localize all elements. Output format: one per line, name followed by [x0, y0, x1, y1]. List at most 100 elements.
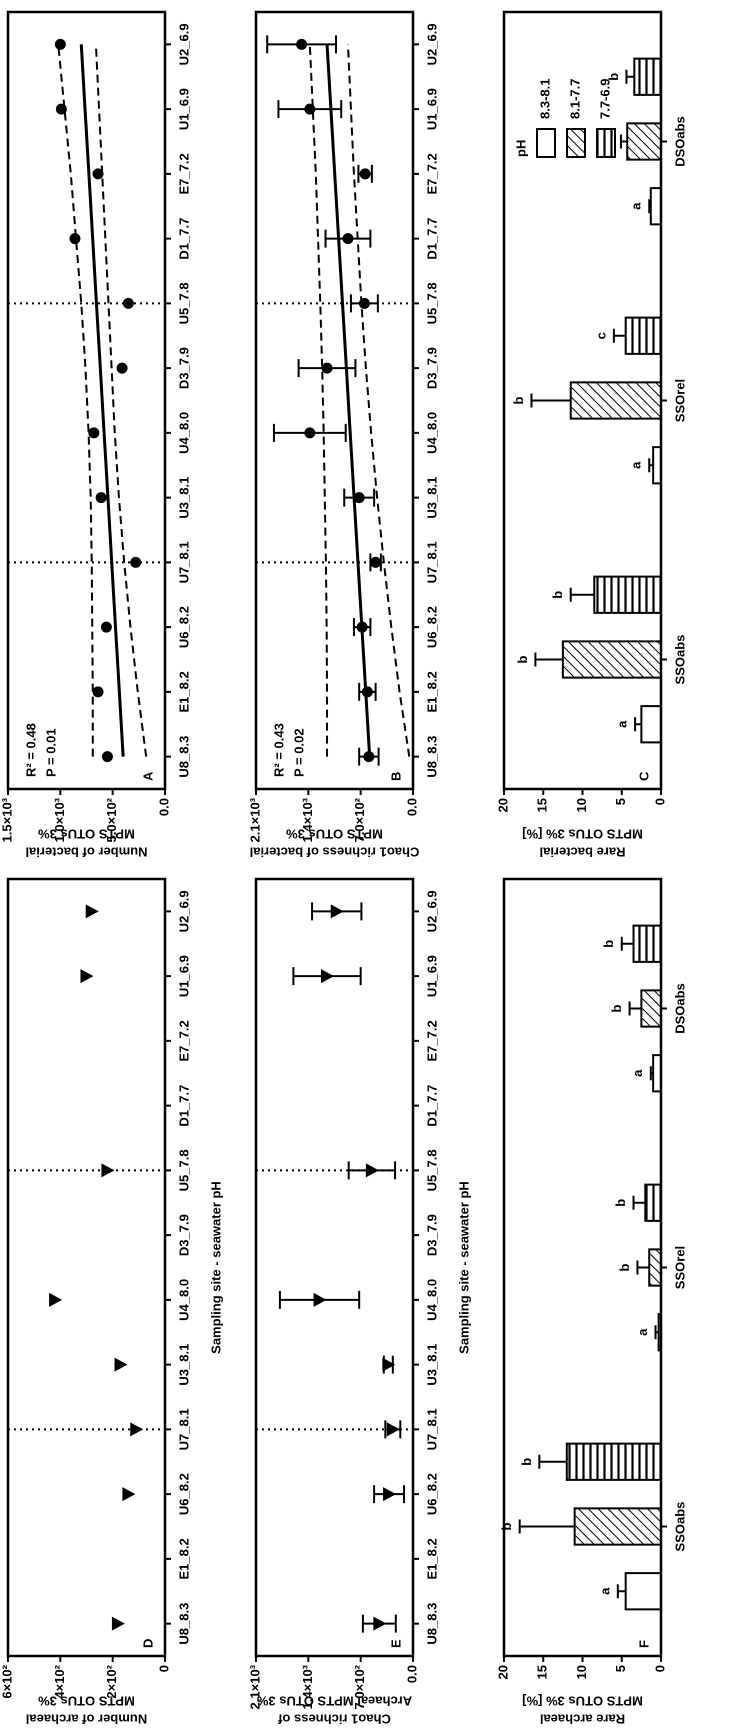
y-tick-label: 1.4×10³ [300, 797, 315, 842]
y-axis-title: MPTS OTUs 3% [38, 827, 135, 842]
x-tick-label: U2_6.9 [424, 23, 439, 65]
x-tick-label: U5_7.8 [424, 1149, 439, 1191]
bar [648, 1248, 663, 1287]
bar [633, 57, 662, 96]
point [365, 1163, 379, 1178]
x-tick-label: E1_8.2 [176, 671, 191, 712]
x-tick-label: D1_7.7 [424, 218, 439, 260]
point [101, 1163, 115, 1178]
y-tick-label: 15 [535, 798, 550, 812]
x-tick-label: U1_6.9 [176, 955, 191, 997]
point [95, 492, 107, 504]
x-tick-label: U1_6.9 [424, 955, 439, 997]
x-tick-label: U7_8.1 [176, 1408, 191, 1450]
significance-letter: c [593, 332, 608, 339]
bar [569, 381, 662, 420]
x-tick-label: SSOabs [672, 635, 687, 685]
x-axis-title: Sampling site - seawater pH [456, 1181, 471, 1354]
significance-letter: b [601, 940, 616, 948]
point [69, 233, 81, 245]
panel-label: B [388, 772, 403, 781]
bar [624, 316, 663, 355]
x-tick-label: D1_7.7 [176, 218, 191, 260]
y-axis-title: Number of archaeal [26, 1712, 147, 1727]
y-tick-label: 15 [535, 1665, 550, 1679]
x-tick-label: U3_8.1 [176, 1344, 191, 1386]
y-tick-label: 20 [495, 1665, 510, 1679]
x-axis-title: Sampling site - seawater pH [208, 1181, 223, 1354]
x-tick-label: E7_7.2 [176, 1020, 191, 1061]
bar [644, 1183, 663, 1222]
plot-frame [254, 877, 415, 1658]
x-tick-label: U3_8.1 [424, 477, 439, 519]
bar [640, 989, 662, 1028]
y-tick-label: 2×10² [104, 1664, 119, 1698]
y-axis-title: Chao1 richness of [277, 1712, 390, 1727]
y-tick-label: 5 [613, 1665, 628, 1672]
point [321, 969, 335, 984]
y-tick-label: 10 [574, 798, 589, 812]
y-tick-label: 7.0×10² [352, 1664, 367, 1709]
y-axis-title: Rare bacterial [540, 845, 626, 860]
x-tick-label: U1_6.9 [176, 88, 191, 130]
x-tick-label: DSOabs [672, 983, 687, 1034]
x-tick-label: U4_8.0 [176, 1279, 191, 1321]
x-tick-label: U7_8.1 [176, 541, 191, 583]
legend-title: pH [513, 140, 528, 157]
point [101, 751, 113, 763]
significance-letter: a [597, 1587, 612, 1595]
point [382, 1357, 396, 1372]
x-tick-label: DSOabs [672, 116, 687, 167]
point [116, 362, 128, 374]
point [342, 233, 354, 245]
panel-label: E [388, 1639, 403, 1648]
fit-line [79, 44, 125, 757]
x-tick-label: D3_7.9 [424, 1214, 439, 1256]
x-tick-label: U7_8.1 [424, 1408, 439, 1450]
bar [632, 924, 662, 963]
plot-frame [502, 10, 663, 791]
y-axis-title: MPTS OTUs 3% [%] [522, 1694, 643, 1709]
plot-frame [254, 10, 415, 791]
legend-label: 8.1-7.7 [567, 79, 582, 119]
significance-letter: b [606, 73, 621, 81]
plot-frame [502, 877, 663, 1658]
panel: Number of bacterial MPTS OTUs 3% 0.0 5.0×10… [0, 10, 191, 860]
y-axis-title: Chao1 richness of bacterial [250, 845, 420, 860]
x-tick-label: U7_8.1 [424, 541, 439, 583]
significance-letter: a [635, 1328, 650, 1336]
bar [565, 1442, 662, 1481]
plot-frame [6, 877, 167, 1658]
point [358, 297, 370, 309]
point [304, 427, 316, 439]
plot-frame [6, 10, 167, 791]
x-tick-label: SSOrel [672, 1246, 687, 1289]
x-tick-label: E1_8.2 [424, 671, 439, 712]
point [304, 103, 316, 115]
point [296, 38, 308, 50]
x-tick-label: U4_8.0 [424, 412, 439, 454]
x-tick-label: D3_7.9 [176, 347, 191, 389]
x-tick-label: D3_7.9 [424, 347, 439, 389]
x-tick-label: U6_8.2 [424, 1473, 439, 1515]
panel: Number of archaeal MPTS OTUs 3% 0 2×10² 4×10… [0, 877, 223, 1727]
point [92, 686, 104, 698]
legend-swatch [596, 128, 616, 158]
y-tick-label: 0 [652, 798, 667, 805]
significance-letter: b [511, 396, 526, 404]
y-tick-label: 6×10² [0, 1664, 14, 1698]
y-axis-title: Number of bacterial [25, 845, 147, 860]
y-tick-label: 0.0 [156, 798, 171, 816]
confidence-band [308, 44, 329, 757]
panel: Rare bacterial MPTS OTUs 3% [%] 0 5 10 15 20 SS… [495, 10, 687, 860]
y-tick-label: 1.0×10³ [52, 797, 67, 842]
x-tick-label: D3_7.9 [176, 1214, 191, 1256]
x-tick-label: U4_8.0 [176, 412, 191, 454]
bar [624, 1572, 663, 1611]
x-tick-label: U5_7.8 [424, 282, 439, 324]
significance-letter: b [609, 1004, 624, 1012]
x-tick-label: E1_8.2 [424, 1538, 439, 1579]
y-tick-label: 20 [495, 798, 510, 812]
x-tick-label: D1_7.7 [424, 1085, 439, 1127]
